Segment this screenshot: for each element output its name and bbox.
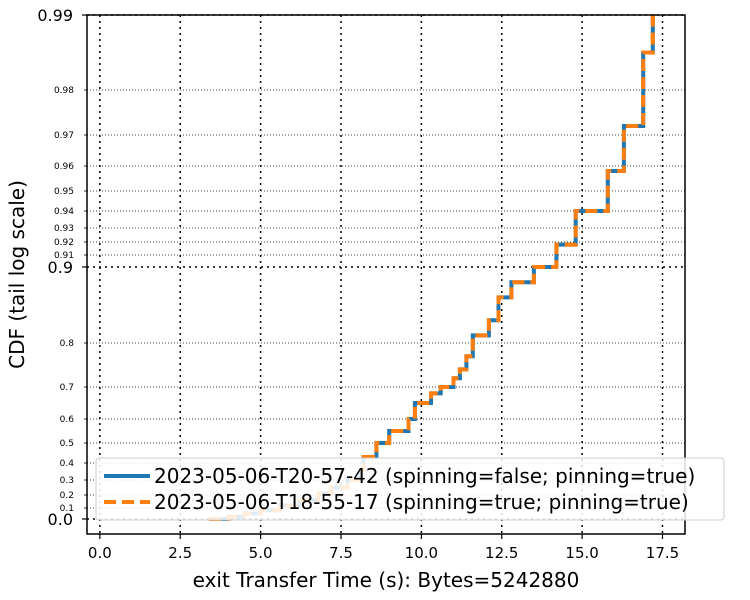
y-minor-tick-label: 0.93: [54, 224, 74, 234]
y-minor-tick-label: 0.97: [54, 131, 74, 141]
y-minor-tick-label: 0.92: [54, 238, 74, 248]
y-minor-tick-label: 0.95: [54, 187, 74, 197]
legend-label-series-1: 2023-05-06-T20-57-42 (spinning=false; pi…: [154, 464, 695, 488]
legend-label-series-2: 2023-05-06-T18-55-17 (spinning=true; pin…: [154, 490, 689, 514]
x-tick-label: 10.0: [405, 544, 438, 562]
x-tick-label: 5.0: [249, 544, 273, 562]
y-major-tick-label: 0.0: [48, 510, 73, 529]
x-tick-label: 17.5: [646, 544, 679, 562]
legend-box: [95, 457, 725, 521]
y-minor-tick-label: 0.5: [60, 439, 74, 449]
y-minor-tick-label: 0.98: [54, 86, 74, 96]
y-major-tick-label: 0.99: [37, 6, 73, 25]
y-minor-tick-label: 0.4: [60, 459, 75, 469]
tick-layer: 0.0 2.5 5.0 7.5 10.0 12.5 15.0 17.5 0.1 0.2 0.3 0.4…: [37, 6, 679, 562]
y-minor-tick-label: 0.3: [60, 476, 74, 486]
x-tick-label: 0.0: [88, 544, 112, 562]
x-tick-label: 12.5: [485, 544, 518, 562]
y-minor-tick-label: 0.6: [60, 415, 75, 425]
x-tick-label: 7.5: [329, 544, 353, 562]
plot-frame: [86, 14, 686, 535]
y-minor-tick-label: 0.8: [60, 339, 75, 349]
y-axis-title: CDF (tail log scale): [5, 180, 29, 369]
legend: 2023-05-06-T20-57-42 (spinning=false; pi…: [95, 457, 725, 521]
x-axis-title: exit Transfer Time (s): Bytes=5242880: [193, 568, 580, 592]
y-minor-tick-label: 0.7: [60, 383, 74, 393]
y-minor-tick-label: 0.91: [54, 251, 74, 261]
x-tick-label: 2.5: [168, 544, 192, 562]
y-major-tick-label: 0.9: [48, 258, 73, 277]
y-minor-tick-label: 0.94: [54, 207, 74, 217]
y-minor-tick-label: 0.1: [60, 504, 74, 514]
y-minor-tick-label: 0.2: [60, 491, 74, 501]
x-tick-label: 15.0: [565, 544, 598, 562]
y-minor-tick-label: 0.96: [54, 162, 74, 172]
